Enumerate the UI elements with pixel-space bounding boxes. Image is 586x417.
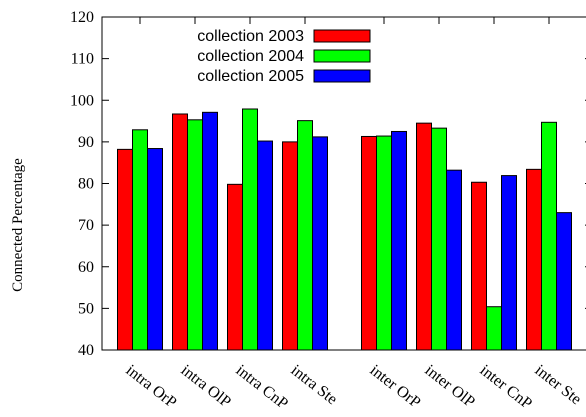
legend: collection 2003 collection 2004 collection… [197, 28, 371, 85]
bar [416, 122, 432, 351]
bar [282, 141, 298, 351]
bar [431, 127, 447, 351]
bar [132, 129, 148, 351]
category-label: inter OlP [422, 362, 478, 411]
bar [187, 119, 203, 351]
bar [202, 111, 218, 351]
bar [297, 120, 313, 351]
y-tick-label: 100 [70, 92, 94, 109]
y-tick-label: 90 [78, 134, 94, 151]
category-label: inter CnP [477, 362, 536, 413]
bar [556, 212, 572, 351]
bar [242, 108, 258, 351]
category-label: intra CnP [233, 362, 292, 413]
bar [471, 181, 487, 351]
legend-swatch [313, 29, 371, 43]
legend-label: collection 2003 [197, 28, 304, 45]
category-label: intra OrP [123, 362, 180, 412]
bar [446, 169, 462, 351]
category-label: intra Ste [288, 362, 341, 408]
legend-label: collection 2004 [197, 48, 304, 65]
bar [501, 175, 517, 351]
category-label: intra OlP [178, 362, 234, 411]
y-tick-label: 60 [78, 259, 94, 276]
plot-frame [101, 16, 586, 351]
y-tick-label: 120 [70, 9, 94, 26]
y-axis-label: Connected Percentage [10, 158, 26, 292]
legend-swatch [313, 49, 371, 63]
bar [117, 148, 133, 351]
bar-series [117, 108, 572, 351]
bar [257, 140, 273, 351]
bar [526, 168, 542, 351]
bar [391, 130, 407, 351]
bar [376, 135, 392, 351]
bar [172, 113, 188, 351]
category-label: inter OrP [367, 362, 424, 412]
bar [147, 148, 163, 351]
bar [361, 135, 377, 351]
y-tick-label: 50 [78, 300, 94, 317]
bar [312, 136, 328, 351]
legend-label: collection 2005 [197, 68, 304, 85]
y-tick-label: 110 [71, 51, 94, 68]
legend-swatch [313, 69, 371, 83]
y-tick-label: 40 [78, 342, 94, 359]
y-tick-label: 70 [78, 217, 94, 234]
y-axis-ticks: 40 50 60 70 80 90 100 110 120 [70, 9, 586, 359]
bar [486, 306, 502, 351]
bar [541, 121, 557, 351]
bar [227, 183, 243, 351]
category-label: inter Ste [532, 362, 585, 408]
y-tick-label: 80 [78, 176, 94, 193]
